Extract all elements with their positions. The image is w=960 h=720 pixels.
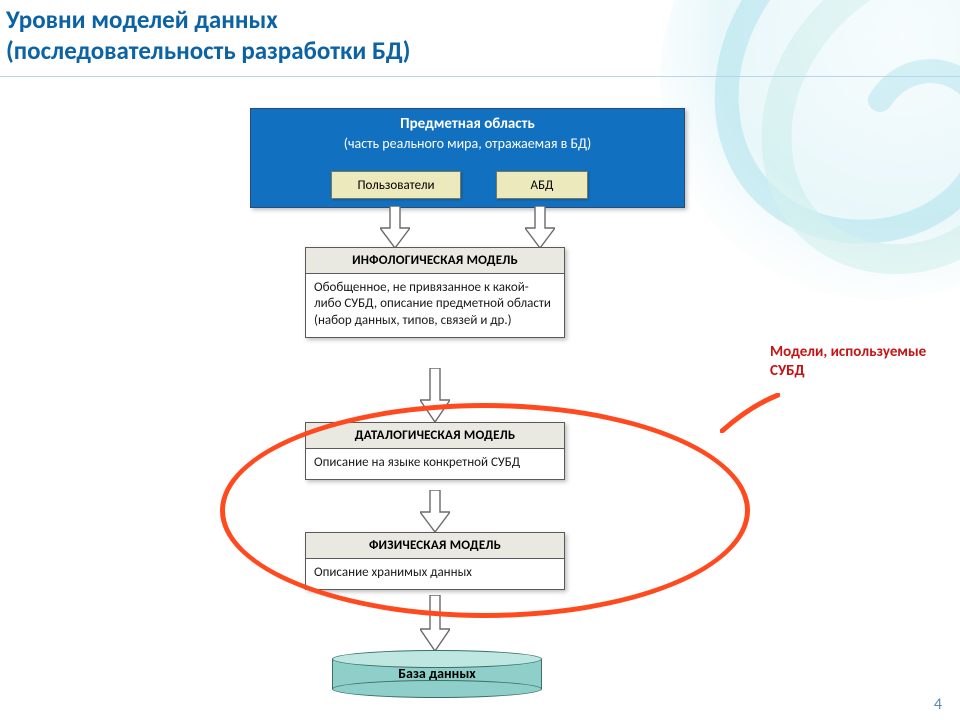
title-rule (0, 76, 960, 77)
chip-abd: АБД (496, 171, 588, 199)
domain-panel: Предметная область (часть реального мира… (250, 108, 685, 208)
model-physical-label: ФИЗИЧЕСКАЯ МОДЕЛЬ (306, 533, 564, 559)
db-bottom-ellipse (332, 680, 542, 698)
title-line-2: (последовательность разработки БД) (6, 35, 806, 66)
annotation-pointer (720, 393, 780, 433)
chip-users: Пользователи (331, 171, 461, 199)
model-physical-text: Описание хранимых данных (306, 559, 564, 589)
title-line-1: Уровни моделей данных (6, 4, 806, 35)
arrow-info-to-data (420, 368, 450, 422)
model-datalogical-text: Описание на языке конкретной СУБД (306, 449, 564, 479)
arrow-data-to-phys (420, 490, 450, 532)
arrow-users-to-info (380, 206, 410, 248)
model-physical: ФИЗИЧЕСКАЯ МОДЕЛЬ Описание хранимых данн… (305, 532, 565, 590)
arrow-abd-to-info (525, 206, 555, 248)
model-infological: ИНФОЛОГИЧЕСКАЯ МОДЕЛЬ Обобщенное, не при… (305, 247, 565, 338)
database-cylinder: База данных (332, 650, 542, 698)
page-number: 4 (934, 695, 942, 714)
database-label: База данных (332, 665, 542, 682)
model-infological-text: Обобщенное, не привязанное к какой-либо … (306, 274, 564, 337)
annotation-label: Модели, используемые СУБД (770, 343, 940, 381)
model-datalogical: ДАТАЛОГИЧЕСКАЯ МОДЕЛЬ Описание на языке … (305, 422, 565, 480)
slide-title: Уровни моделей данных (последовательност… (6, 4, 806, 67)
domain-title: Предметная область (251, 115, 684, 133)
domain-subtitle: (часть реального мира, отражаемая в БД) (251, 135, 684, 152)
model-infological-label: ИНФОЛОГИЧЕСКАЯ МОДЕЛЬ (306, 248, 564, 274)
model-datalogical-label: ДАТАЛОГИЧЕСКАЯ МОДЕЛЬ (306, 423, 564, 449)
arrow-phys-to-db (420, 595, 450, 651)
